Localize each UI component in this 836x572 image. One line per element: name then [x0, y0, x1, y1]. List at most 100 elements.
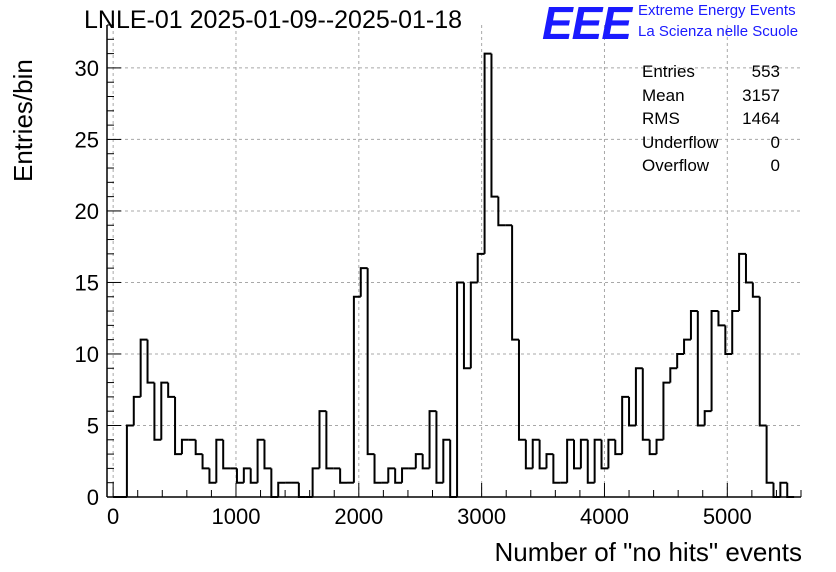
histogram-bin-66 — [566, 438, 575, 483]
histogram-bin-23 — [270, 468, 279, 498]
histogram-bin-47 — [435, 411, 444, 484]
histogram-bin-45 — [421, 454, 430, 470]
histogram-bin-61 — [531, 438, 540, 469]
histogram-bin-89 — [724, 325, 733, 355]
histogram-bin-19 — [242, 467, 251, 483]
histogram-bin-58 — [511, 225, 519, 341]
x-axis-label: Number of "no hits" events — [494, 537, 803, 567]
histogram-bin-20 — [249, 468, 258, 484]
histogram-bin-2 — [125, 424, 134, 497]
histogram-bin-80 — [662, 381, 671, 440]
histogram-bin-79 — [655, 438, 664, 455]
histogram-bin-35 — [352, 295, 361, 483]
histogram-bin-18 — [235, 468, 244, 484]
histogram-bin-69 — [586, 439, 595, 484]
y-tick-label-1: 5 — [87, 413, 99, 438]
histogram-bin-53 — [476, 252, 485, 283]
histogram-bin-13 — [201, 454, 210, 470]
histogram-bin-91 — [738, 252, 746, 312]
y-tick-label-3: 15 — [75, 270, 99, 295]
histogram-bin-92 — [744, 253, 753, 284]
histogram-bin-24 — [277, 481, 286, 497]
histogram-bin-9 — [174, 396, 182, 456]
histogram-bin-95 — [765, 425, 774, 484]
histogram-bin-64 — [552, 454, 561, 484]
histogram-bin-62 — [538, 439, 547, 470]
histogram-bin-86 — [703, 410, 712, 426]
histogram-bin-73 — [614, 439, 623, 456]
histogram-bin-72 — [607, 438, 616, 469]
histogram-bin-85 — [696, 311, 705, 427]
histogram-bin-98 — [786, 482, 795, 498]
histogram-bin-7 — [160, 381, 169, 440]
histogram-bin-46 — [428, 410, 437, 469]
stat-entries: Entries 553 — [642, 60, 780, 84]
histogram-bin-75 — [628, 396, 636, 427]
stat-overflow-value: 0 — [770, 156, 780, 175]
histogram-bin-33 — [339, 468, 348, 484]
histogram-bin-51 — [462, 282, 471, 370]
histogram-bin-59 — [517, 339, 526, 441]
histogram-bin-63 — [545, 453, 554, 469]
x-tick-label-3: 3000 — [457, 504, 506, 529]
stat-mean-value: 3157 — [742, 85, 780, 105]
histogram-bin-41 — [394, 468, 403, 484]
histogram-bin-94 — [758, 296, 767, 427]
histogram-bin-90 — [731, 310, 740, 354]
histogram-bin-55 — [490, 53, 499, 198]
histogram-bin-29 — [311, 467, 320, 497]
stat-rms-value: 1464 — [742, 109, 780, 128]
histogram-bin-97 — [779, 481, 788, 497]
histogram-bin-22 — [263, 439, 272, 470]
logo-line-2: La Scienza nelle Scuole — [638, 23, 799, 40]
histogram-bin-71 — [600, 439, 609, 470]
histogram-bin-3 — [132, 395, 141, 426]
stat-overflow-label: Overflow — [642, 156, 710, 175]
histogram-bin-49 — [449, 439, 458, 498]
histogram-bin-36 — [359, 267, 368, 297]
histogram-bin-48 — [442, 438, 451, 483]
histogram-bin-74 — [621, 395, 630, 455]
histogram-bin-67 — [573, 439, 581, 470]
x-tick-label-1: 1000 — [211, 504, 260, 529]
x-tick-label-2: 2000 — [334, 504, 383, 529]
y-tick-label-0: 0 — [87, 485, 99, 510]
histogram-bin-21 — [256, 438, 265, 483]
stats-box: Entries 553 Mean 3157 RMS 1464 Underflow… — [642, 60, 780, 178]
histogram-bin-56 — [497, 196, 506, 227]
histogram-bin-68 — [579, 438, 588, 469]
histogram-bin-88 — [717, 311, 726, 327]
histogram-bin-14 — [208, 468, 217, 484]
eee-logo: EEE — [542, 0, 632, 49]
histogram-bin-77 — [641, 368, 650, 441]
histogram-bin-50 — [456, 281, 464, 497]
logo-line-1: Extreme Energy Events — [638, 2, 796, 19]
histogram-bin-60 — [524, 439, 533, 470]
y-tick-label-5: 25 — [75, 127, 99, 152]
stat-rms-label: RMS — [642, 109, 680, 128]
stat-underflow-label: Underflow — [642, 132, 719, 152]
histogram-bin-8 — [167, 382, 176, 398]
histogram-bin-83 — [683, 338, 691, 354]
histogram-bin-42 — [401, 467, 409, 483]
y-tick-label-2: 10 — [75, 342, 99, 367]
histogram-bin-31 — [325, 411, 334, 470]
histogram-bin-27 — [297, 482, 306, 498]
histogram-bin-81 — [669, 367, 678, 383]
y-tick-label-4: 20 — [75, 199, 99, 224]
stat-mean-label: Mean — [642, 85, 685, 105]
stat-underflow: Underflow 0 — [642, 131, 780, 155]
histogram-bin-10 — [180, 438, 189, 455]
histogram-bin-15 — [215, 438, 224, 483]
histogram-bin-87 — [710, 310, 719, 412]
y-tick-label-6: 30 — [75, 56, 99, 81]
histogram-bin-82 — [676, 352, 685, 369]
stat-underflow-value: 0 — [770, 132, 780, 152]
y-axis-label: Entries/bin — [8, 59, 38, 182]
histogram-bin-84 — [689, 310, 698, 340]
stat-rms: RMS 1464 — [642, 107, 780, 131]
histogram-bin-93 — [751, 282, 760, 298]
histogram-bin-12 — [194, 439, 203, 456]
stat-mean: Mean 3157 — [642, 84, 780, 108]
histogram-bin-54 — [483, 52, 492, 254]
